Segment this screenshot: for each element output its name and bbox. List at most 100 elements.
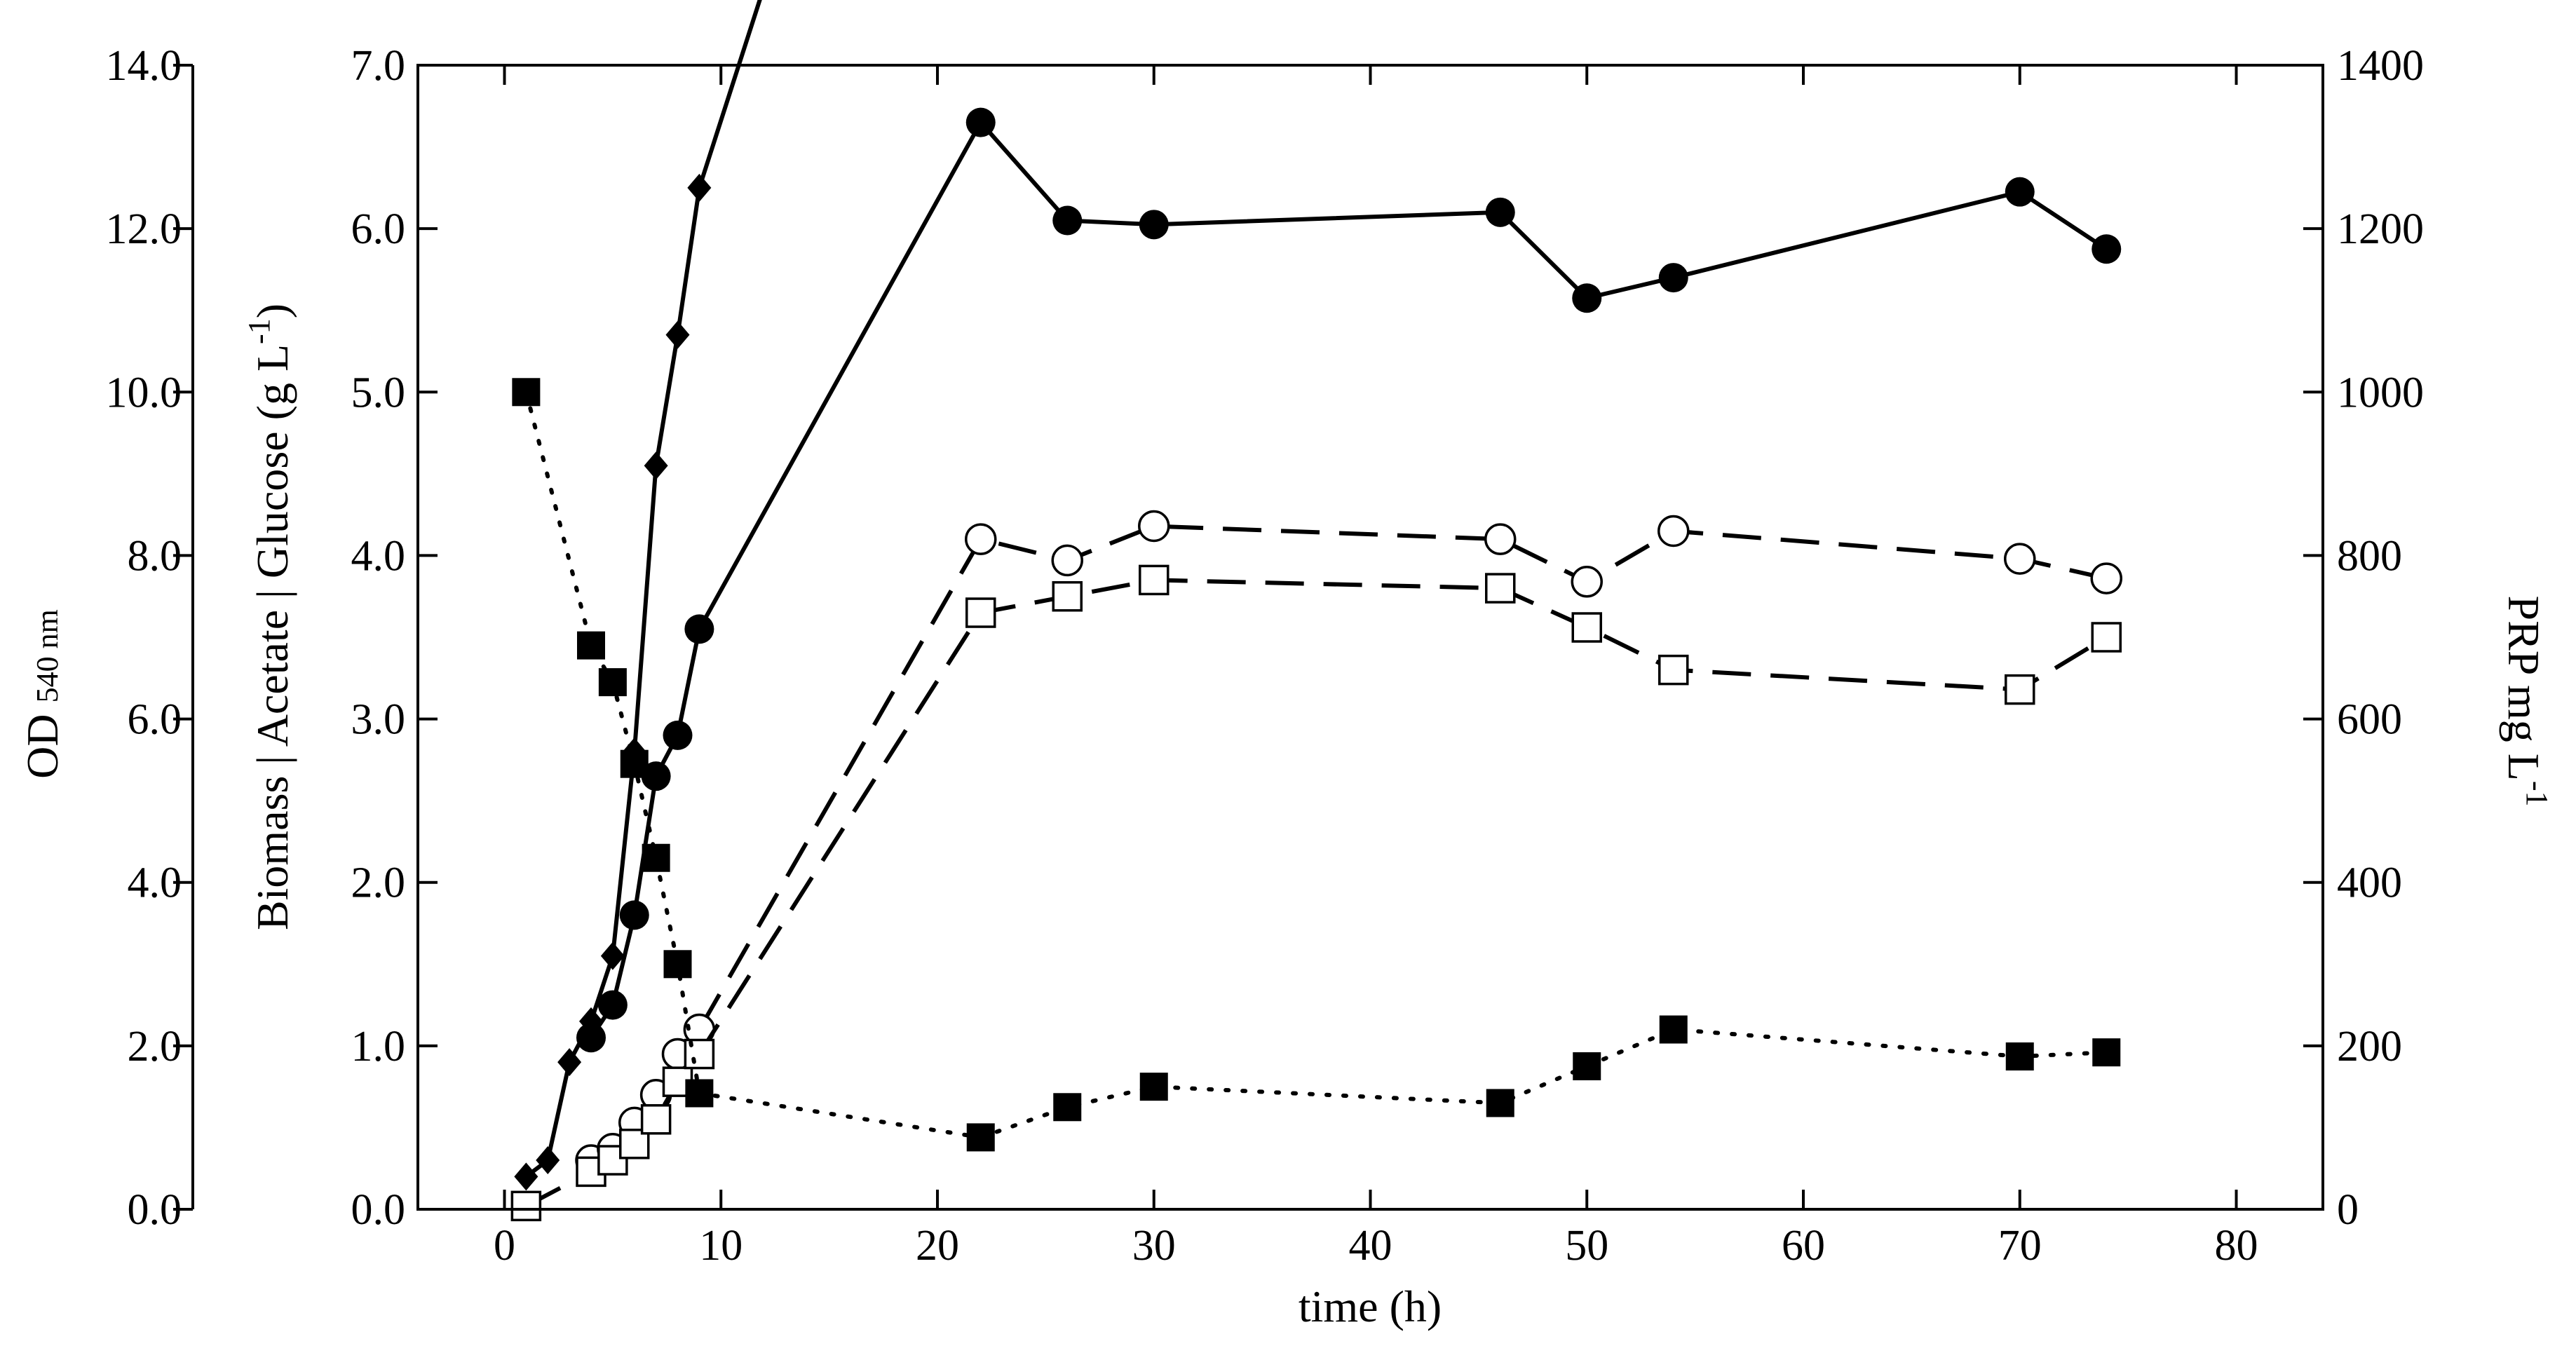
data-point-filled-square bbox=[2092, 1038, 2121, 1067]
series-line-filled-square bbox=[524, 390, 2109, 1140]
data-point-filled-circle bbox=[1139, 210, 1169, 240]
prp-axis-tick-label: 200 bbox=[2337, 1023, 2402, 1070]
od-axis-tick-label: 4.0 bbox=[128, 859, 182, 907]
prp-axis-title: PRP mg L-1 bbox=[2499, 595, 2554, 806]
main-axis-tick-label: 5.0 bbox=[351, 369, 406, 416]
data-point-filled-diamond bbox=[600, 941, 625, 970]
data-point-filled-circle bbox=[1052, 205, 1083, 236]
data-point-open-square bbox=[640, 1104, 672, 1135]
prp-axis-title-sup: -1 bbox=[2520, 781, 2554, 807]
od-axis-tick-label: 0.0 bbox=[128, 1186, 182, 1234]
data-point-filled-circle bbox=[1485, 197, 1515, 227]
data-point-open-circle bbox=[965, 523, 997, 555]
x-tick-label: 50 bbox=[1565, 1222, 1608, 1270]
main-axis-tick-label: 4.0 bbox=[351, 532, 406, 580]
data-point-filled-circle bbox=[619, 900, 649, 930]
series-layer bbox=[510, 0, 2122, 1222]
data-point-filled-square bbox=[1486, 1089, 1514, 1117]
data-point-open-square bbox=[1485, 573, 1516, 604]
od-axis-tick-label: 2.0 bbox=[128, 1023, 182, 1070]
prp-axis-title-text: PRP mg L bbox=[2499, 595, 2549, 780]
data-point-open-circle bbox=[1051, 544, 1083, 577]
od-axis-tick-label: 14.0 bbox=[106, 42, 182, 90]
main-axis-tick-label: 3.0 bbox=[351, 696, 406, 744]
data-point-filled-square bbox=[577, 631, 605, 660]
data-point-filled-square bbox=[1573, 1052, 1601, 1080]
data-point-filled-square bbox=[620, 749, 649, 778]
od-axis-tick-label: 12.0 bbox=[106, 205, 182, 253]
x-tick-label: 80 bbox=[2215, 1222, 2258, 1270]
od-axis-title-main: OD bbox=[18, 714, 67, 778]
main-axis-tick-label: 7.0 bbox=[351, 42, 406, 90]
data-point-filled-diamond bbox=[514, 1162, 538, 1191]
main-axis-tick-label: 6.0 bbox=[351, 205, 406, 253]
data-point-open-circle bbox=[1138, 510, 1170, 543]
prp-axis-tick-label: 1400 bbox=[2337, 42, 2424, 90]
data-point-open-square bbox=[1139, 564, 1170, 596]
x-axis-title: time (h) bbox=[1299, 1281, 1442, 1331]
series-line-open-circle bbox=[590, 524, 2107, 1162]
data-point-filled-square bbox=[2005, 1042, 2034, 1071]
data-point-filled-circle bbox=[965, 107, 996, 137]
data-point-filled-square bbox=[1053, 1093, 1082, 1122]
main-axis-title-close: ) bbox=[248, 304, 297, 318]
data-point-filled-circle bbox=[684, 614, 714, 644]
prp-axis-tick-label: 1000 bbox=[2337, 369, 2424, 416]
data-point-open-circle bbox=[1571, 565, 1603, 598]
main-axis-tick-label: 2.0 bbox=[351, 859, 406, 907]
od-axis-title-sub: 540 nm bbox=[30, 609, 65, 702]
data-point-filled-diamond bbox=[579, 1007, 603, 1035]
data-point-filled-square bbox=[966, 1123, 995, 1152]
data-point-filled-circle bbox=[597, 990, 628, 1020]
data-point-open-square bbox=[1571, 612, 1602, 643]
x-tick-label: 30 bbox=[1132, 1222, 1176, 1270]
x-tick-label: 20 bbox=[916, 1222, 959, 1270]
series-line-open-square bbox=[524, 578, 2108, 1208]
prp-axis-tick-label: 600 bbox=[2337, 696, 2402, 744]
od-axis-tick-label: 8.0 bbox=[128, 532, 182, 580]
main-axis-title-sup: -1 bbox=[242, 318, 276, 344]
data-point-filled-diamond bbox=[536, 1146, 560, 1175]
data-point-filled-circle bbox=[663, 720, 693, 750]
od-axis-title: OD 540 nm bbox=[18, 609, 67, 779]
data-point-open-square bbox=[510, 1190, 542, 1222]
x-tick-label: 10 bbox=[699, 1222, 743, 1270]
main-axis-title-text: Biomass | Acetate | Glucose (g L bbox=[248, 344, 297, 930]
x-tick-label: 60 bbox=[1782, 1222, 1825, 1270]
prp-axis-tick-label: 0 bbox=[2337, 1186, 2359, 1234]
data-point-filled-diamond bbox=[557, 1048, 582, 1077]
od-axis-tick-label: 6.0 bbox=[128, 696, 182, 744]
axes-layer: 0 10 20 30 40 50 60 70 80 0.0 2.0 4.0 6.0 8.0 10.0 12.0… bbox=[106, 42, 2425, 1270]
x-tick-label: 40 bbox=[1349, 1222, 1392, 1270]
data-point-filled-square bbox=[1659, 1015, 1688, 1044]
data-point-open-circle bbox=[2090, 562, 2122, 594]
data-point-open-square bbox=[1052, 580, 1083, 612]
prp-axis-tick-label: 400 bbox=[2337, 859, 2402, 907]
series-line-filled-circle bbox=[589, 118, 2108, 1039]
data-point-filled-diamond bbox=[687, 173, 712, 202]
main-axis-tick-label: 1.0 bbox=[351, 1023, 406, 1070]
data-point-filled-diamond bbox=[665, 320, 690, 349]
series-line-filled-diamond bbox=[524, 0, 762, 1178]
data-point-filled-circle bbox=[1572, 283, 1602, 313]
data-point-filled-square bbox=[598, 668, 627, 697]
data-point-open-square bbox=[2091, 622, 2122, 653]
prp-axis-tick-label: 1200 bbox=[2337, 205, 2424, 253]
data-point-filled-square bbox=[1139, 1073, 1168, 1101]
data-point-open-circle bbox=[1658, 515, 1690, 548]
data-point-open-circle bbox=[1484, 523, 1517, 555]
x-tick-label: 0 bbox=[494, 1222, 515, 1270]
data-point-open-square bbox=[2005, 674, 2035, 705]
data-point-open-circle bbox=[2004, 543, 2036, 575]
data-point-filled-square bbox=[642, 843, 670, 872]
data-point-filled-square bbox=[685, 1079, 714, 1108]
x-tick-label: 70 bbox=[1998, 1222, 2042, 1270]
main-axis-title: Biomass | Acetate | Glucose (g L-1) bbox=[242, 304, 297, 930]
data-point-open-square bbox=[1658, 654, 1689, 686]
data-point-filled-square bbox=[663, 950, 692, 979]
main-axis-tick-label: 0.0 bbox=[351, 1186, 406, 1234]
data-point-filled-circle bbox=[1658, 263, 1688, 293]
data-point-filled-diamond bbox=[644, 451, 668, 480]
data-point-open-square bbox=[965, 597, 996, 628]
